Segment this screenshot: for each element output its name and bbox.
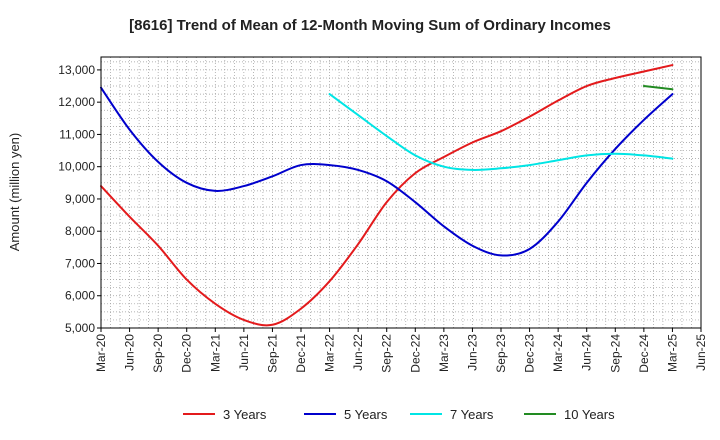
x-tick-label: Dec-24: [637, 334, 651, 373]
legend-item: 10 Years: [524, 407, 615, 422]
y-tick-label: 13,000: [58, 63, 95, 77]
x-tick-label: Mar-23: [437, 334, 451, 372]
y-tick-label: 8,000: [65, 224, 95, 238]
chart-title: [8616] Trend of Mean of 12-Month Moving …: [129, 17, 611, 34]
y-tick-label: 10,000: [58, 160, 95, 174]
legend-item: 5 Years: [304, 407, 388, 422]
legend-label: 10 Years: [564, 407, 615, 422]
y-tick-label: 11,000: [59, 127, 95, 141]
x-tick-label: Mar-25: [665, 334, 679, 372]
grid-lines: [101, 57, 701, 328]
legend: 3 Years 5 Years 7 Years 10 Years: [183, 407, 615, 422]
x-tick-label: Sep-24: [608, 334, 622, 373]
legend-item: 3 Years: [183, 407, 267, 422]
x-tick-label: Dec-22: [408, 334, 422, 373]
y-axis-label: Amount (million yen): [7, 133, 22, 252]
x-tick-label: Jun-21: [237, 334, 251, 371]
legend-label: 5 Years: [344, 407, 388, 422]
x-tick-label: Jun-23: [465, 334, 479, 371]
x-tick-label: Mar-20: [94, 334, 108, 372]
x-tick-label: Jun-20: [123, 334, 137, 371]
series-line-7-years: [328, 93, 674, 171]
x-tick-label: Dec-20: [180, 334, 194, 373]
x-tick-label: Sep-23: [494, 334, 508, 373]
x-tick-label: Mar-22: [323, 334, 337, 372]
x-tick-label: Sep-20: [151, 334, 165, 373]
x-tick-label: Jun-24: [580, 334, 594, 371]
x-tick-label: Dec-21: [294, 334, 308, 373]
y-tick-label: 6,000: [65, 289, 95, 303]
x-tick-label: Dec-23: [523, 334, 537, 373]
y-tick-label: 9,000: [65, 192, 95, 206]
x-tick-label: Mar-21: [208, 334, 222, 372]
x-tick-label: Sep-21: [265, 334, 279, 373]
series-lines: [100, 64, 674, 327]
y-tick-label: 12,000: [58, 95, 95, 109]
y-axis-ticks: 5,000 6,000 7,000 8,000 9,000 10,000 11,000 12,…: [58, 63, 101, 335]
x-tick-label: Jun-25: [694, 334, 708, 371]
x-tick-label: Mar-24: [551, 334, 565, 372]
series-line-10-years: [642, 85, 674, 91]
legend-item: 7 Years: [410, 407, 494, 422]
x-axis-ticks: Mar-20 Jun-20 Sep-20 Dec-20 Mar-21 Jun-21 Sep-…: [94, 328, 708, 373]
x-tick-label: Sep-22: [380, 334, 394, 373]
legend-label: 7 Years: [450, 407, 494, 422]
series-line-3-years: [100, 64, 674, 327]
plot-frame: [100, 56, 702, 329]
x-tick-label: Jun-22: [351, 334, 365, 371]
y-tick-label: 7,000: [65, 256, 95, 270]
legend-label: 3 Years: [223, 407, 267, 422]
series-line-5-years: [100, 86, 674, 257]
y-tick-label: 5,000: [65, 321, 95, 335]
